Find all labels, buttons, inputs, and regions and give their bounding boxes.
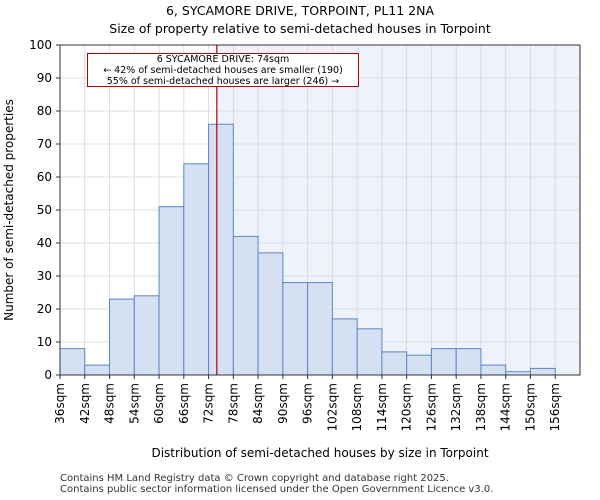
x-tick-label: 150sqm bbox=[523, 383, 537, 431]
x-tick-label: 120sqm bbox=[400, 383, 414, 431]
x-tick-label: 96sqm bbox=[301, 383, 315, 424]
histogram-bar bbox=[109, 298, 135, 376]
histogram-bar bbox=[158, 206, 185, 376]
x-tick-label: 60sqm bbox=[152, 383, 166, 424]
y-tick-label: 70 bbox=[37, 137, 52, 151]
x-tick-label: 114sqm bbox=[375, 383, 389, 431]
histogram-bar bbox=[480, 364, 507, 376]
x-tick-label: 90sqm bbox=[276, 383, 290, 424]
y-tick-label: 80 bbox=[37, 104, 52, 118]
histogram-bar bbox=[529, 367, 556, 376]
histogram-bar bbox=[133, 295, 160, 376]
chart-title: 6, SYCAMORE DRIVE, TORPOINT, PL11 2NA bbox=[165, 3, 435, 18]
histogram-bar bbox=[406, 354, 432, 376]
histogram-bar bbox=[208, 123, 234, 376]
histogram-bar bbox=[307, 282, 333, 376]
histogram-bar bbox=[183, 163, 210, 376]
histogram-bar bbox=[282, 282, 309, 376]
x-tick-label: 84sqm bbox=[251, 383, 265, 424]
y-axis-label: Number of semi-detached properties bbox=[2, 99, 16, 321]
x-tick-label: 102sqm bbox=[325, 383, 339, 431]
x-tick-label: 78sqm bbox=[226, 383, 240, 424]
annotation-line-3: 55% of semi-detached houses are larger (… bbox=[106, 76, 340, 87]
x-tick-label: 126sqm bbox=[424, 383, 438, 431]
footer-licence: Contains public sector information licen… bbox=[60, 484, 494, 495]
x-tick-label: 144sqm bbox=[499, 383, 513, 431]
y-tick-label: 100 bbox=[29, 38, 52, 52]
histogram-bar bbox=[356, 328, 383, 376]
histogram-bar bbox=[381, 351, 408, 376]
histogram-bar bbox=[59, 348, 86, 376]
histogram-bar bbox=[84, 364, 111, 376]
x-tick-label: 72sqm bbox=[202, 383, 216, 424]
chart-subtitle: Size of property relative to semi-detach… bbox=[109, 21, 491, 36]
annotation-line-1: 6 SYCAMORE DRIVE: 74sqm bbox=[156, 54, 290, 65]
x-tick-label: 108sqm bbox=[350, 383, 364, 431]
x-tick-label: 138sqm bbox=[474, 383, 488, 431]
x-tick-label: 132sqm bbox=[449, 383, 463, 431]
histogram-bar bbox=[455, 348, 482, 376]
histogram-bar bbox=[232, 235, 259, 376]
x-tick-label: 66sqm bbox=[177, 383, 191, 424]
histogram-bar bbox=[331, 318, 358, 376]
y-tick-label: 50 bbox=[37, 203, 52, 217]
y-tick-label: 60 bbox=[37, 170, 52, 184]
x-tick-label: 48sqm bbox=[103, 383, 117, 424]
y-tick-label: 0 bbox=[44, 368, 52, 382]
x-tick-label: 156sqm bbox=[548, 383, 562, 431]
y-tick-label: 20 bbox=[37, 302, 52, 316]
footer-copyright: Contains HM Land Registry data © Crown c… bbox=[60, 473, 449, 484]
y-tick-label: 30 bbox=[37, 269, 52, 283]
x-tick-label: 36sqm bbox=[53, 383, 67, 424]
y-tick-label: 90 bbox=[37, 71, 52, 85]
x-tick-label: 54sqm bbox=[127, 383, 141, 424]
annotation-line-2: ← 42% of semi-detached houses are smalle… bbox=[103, 65, 343, 76]
y-tick-label: 40 bbox=[37, 236, 52, 250]
y-tick-label: 10 bbox=[37, 335, 52, 349]
histogram-bar bbox=[257, 252, 284, 376]
histogram-bar bbox=[430, 348, 457, 376]
property-annotation: 6 SYCAMORE DRIVE: 74sqm ← 42% of semi-de… bbox=[87, 53, 359, 87]
x-tick-label: 42sqm bbox=[78, 383, 92, 424]
x-axis-label: Distribution of semi-detached houses by … bbox=[151, 446, 488, 460]
